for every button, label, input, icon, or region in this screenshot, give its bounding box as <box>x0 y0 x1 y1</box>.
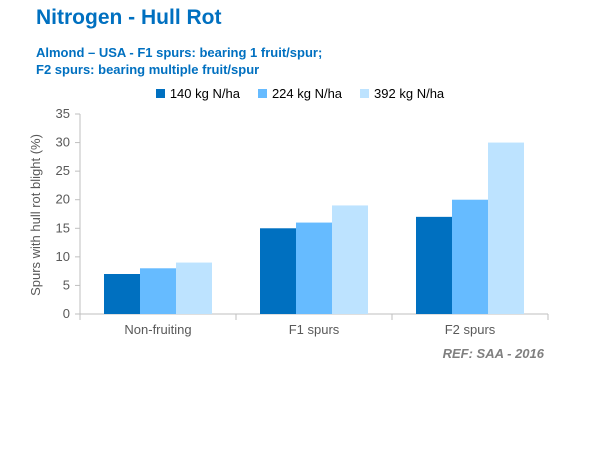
legend-item-140: 140 kg N/ha <box>155 86 240 101</box>
reference-note: REF: SAA - 2016 <box>442 346 544 361</box>
chart-subtitle: Almond – USA - F1 spurs: bearing 1 fruit… <box>36 44 322 78</box>
x-tick-label: F1 spurs <box>289 322 340 337</box>
subtitle-line-2: F2 spurs: bearing multiple fruit/spur <box>36 62 260 77</box>
y-axis-label: Spurs with hull rot blight (%) <box>28 134 43 296</box>
legend-swatch-140 <box>155 89 165 98</box>
legend-label-140: 140 kg N/ha <box>169 86 240 101</box>
x-tick-label: Non-fruiting <box>124 322 191 337</box>
legend-label-224: 224 kg N/ha <box>271 86 343 101</box>
legend-swatch-224 <box>257 89 267 98</box>
chart-bars <box>104 142 524 314</box>
bar-non-fruiting-224 <box>140 268 176 314</box>
y-tick-label: 0 <box>63 306 70 321</box>
y-tick-label: 35 <box>56 106 70 121</box>
bar-f2-spurs-140 <box>416 216 452 314</box>
y-tick-label: 10 <box>56 249 70 264</box>
y-tick-label: 5 <box>63 277 70 292</box>
legend-label-392: 392 kg N/ha <box>374 86 445 101</box>
y-tick-label: 25 <box>56 163 70 178</box>
subtitle-line-1: Almond – USA - F1 spurs: bearing 1 fruit… <box>36 45 323 60</box>
x-tick-label: F2 spurs <box>445 322 496 337</box>
y-tick-label: 30 <box>56 135 70 150</box>
legend-item-392: 392 kg N/ha <box>360 86 444 101</box>
chart-title: Nitrogen - Hull Rot <box>36 6 222 29</box>
bar-non-fruiting-392 <box>176 262 212 314</box>
bar-f1-spurs-140 <box>260 228 296 314</box>
chart-legend: 140 kg N/ha 224 kg N/ha 392 kg N/ha <box>0 86 600 101</box>
bar-f1-spurs-392 <box>332 205 368 314</box>
bar-f2-spurs-392 <box>488 142 524 314</box>
legend-item-224: 224 kg N/ha <box>257 86 343 101</box>
legend-swatch-392 <box>360 89 370 98</box>
bar-non-fruiting-140 <box>104 274 140 314</box>
bar-f2-spurs-224 <box>452 199 488 314</box>
y-tick-label: 15 <box>56 220 70 235</box>
bar-f1-spurs-224 <box>296 222 332 314</box>
y-tick-label: 20 <box>56 192 70 207</box>
